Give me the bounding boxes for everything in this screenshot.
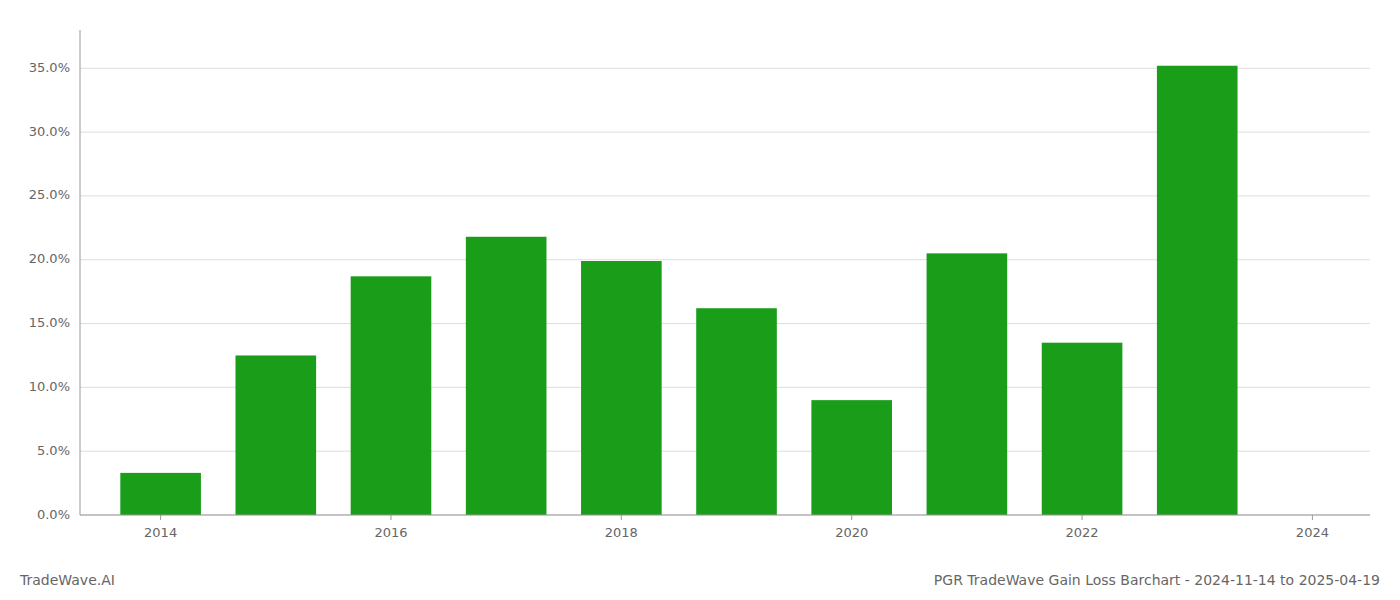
y-tick-label: 10.0% — [29, 379, 70, 394]
bar — [120, 473, 201, 515]
x-tick — [390, 515, 391, 520]
x-tick-label: 2022 — [1066, 525, 1099, 540]
bar — [351, 276, 432, 515]
y-tick-label: 5.0% — [37, 443, 70, 458]
y-tick-label: 30.0% — [29, 124, 70, 139]
grid-line — [80, 515, 1370, 516]
bar — [466, 237, 547, 515]
y-tick-label: 25.0% — [29, 187, 70, 202]
background — [0, 0, 1400, 600]
x-tick-label: 2016 — [374, 525, 407, 540]
chart: 0.0% 5.0% 10.0% 15.0% 20.0% 25.0% 30.0% 35.0% 20… — [0, 0, 1400, 600]
y-tick-label: 35.0% — [29, 60, 70, 75]
bar — [235, 355, 316, 515]
x-tick-label: 2014 — [144, 525, 177, 540]
bar — [581, 261, 662, 515]
bar — [1042, 343, 1123, 515]
x-tick — [160, 515, 161, 520]
y-tick-label: 0.0% — [37, 507, 70, 522]
bars — [120, 66, 1237, 515]
x-tick-label: 2024 — [1296, 525, 1329, 540]
bar — [927, 253, 1008, 515]
bar — [696, 308, 777, 515]
y-tick-label: 20.0% — [29, 251, 70, 266]
y-tick-label: 15.0% — [29, 315, 70, 330]
x-tick — [621, 515, 622, 520]
x-tick-label: 2020 — [835, 525, 868, 540]
x-axis-line — [80, 515, 1370, 516]
x-tick — [1082, 515, 1083, 520]
y-axis-line — [80, 30, 81, 515]
bar — [1157, 66, 1238, 515]
watermark: TradeWave.AI — [19, 572, 115, 588]
x-axis: 2014 2016 2018 2020 2022 2024 — [144, 515, 1329, 540]
bar — [811, 400, 892, 515]
x-tick — [1312, 515, 1313, 520]
title: PGR TradeWave Gain Loss Barchart - 2024-… — [934, 572, 1380, 588]
x-tick — [851, 515, 852, 520]
x-tick-label: 2018 — [605, 525, 638, 540]
